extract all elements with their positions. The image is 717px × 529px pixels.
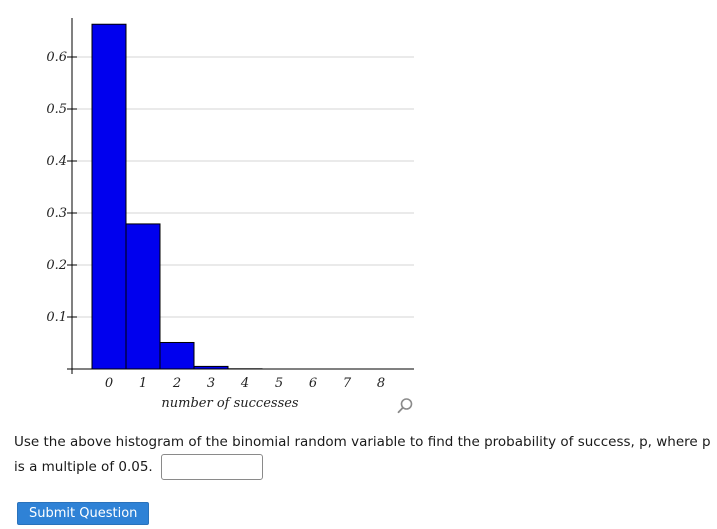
histogram-chart: 0.1 0.2 0.3 0.4 0.5 0.6 0 1 2 3 4 5 6 7 8 number of suc… bbox=[46, 18, 414, 411]
x-tick-label: 1 bbox=[139, 376, 147, 391]
question-block: Use the above histogram of the binomial … bbox=[14, 430, 714, 480]
y-tick-label: 0.5 bbox=[46, 102, 67, 117]
question-text: Use the above histogram of the binomial … bbox=[14, 434, 711, 475]
x-tick-label: 2 bbox=[172, 376, 181, 391]
answer-input[interactable] bbox=[161, 454, 264, 480]
x-tick-label: 5 bbox=[275, 376, 283, 391]
histogram-bar bbox=[125, 223, 161, 370]
histogram-bar bbox=[91, 23, 127, 370]
magnifier-icon[interactable] bbox=[396, 397, 414, 415]
submit-question-button[interactable]: Submit Question bbox=[17, 502, 150, 525]
histogram-bar bbox=[159, 341, 195, 370]
x-tick-label: 7 bbox=[343, 376, 352, 391]
y-tick-label: 0.2 bbox=[46, 258, 67, 273]
x-tick-label: 4 bbox=[240, 376, 249, 391]
x-tick-label: 0 bbox=[105, 376, 113, 391]
y-tick-label: 0.1 bbox=[46, 310, 67, 325]
y-tick-label: 0.6 bbox=[46, 50, 67, 65]
y-tick-label: 0.3 bbox=[46, 206, 67, 221]
x-axis-title: number of successes bbox=[161, 396, 299, 411]
x-tick-label: 8 bbox=[377, 376, 385, 391]
x-tick-label: 3 bbox=[207, 376, 215, 391]
y-tick-label: 0.4 bbox=[46, 154, 67, 169]
x-tick-label: 6 bbox=[309, 376, 317, 391]
